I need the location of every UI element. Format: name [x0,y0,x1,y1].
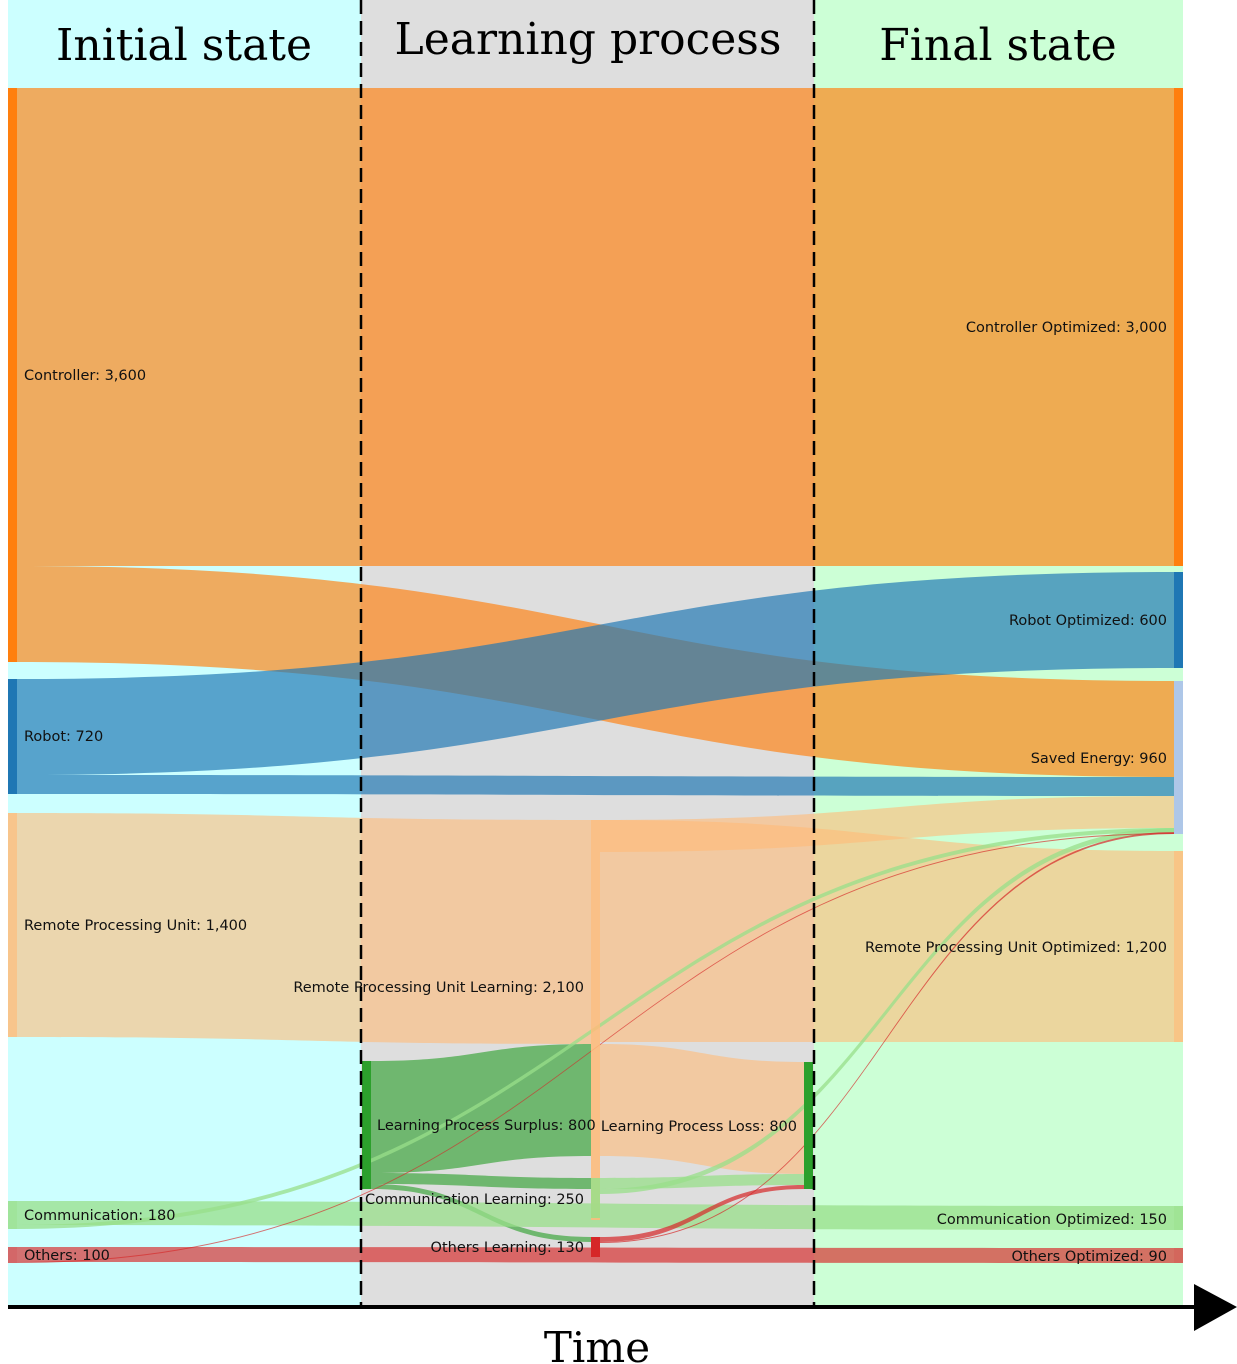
label-learning-process-surplus: Learning Process Surplus: 800 [377,1118,596,1134]
final-state-title: Final state [879,20,1116,71]
time-axis-label: Time [544,1323,650,1364]
node-remote-processing-unit [8,813,17,1037]
node-others-optimized [1174,1248,1183,1263]
node-robot-optimized [1174,572,1183,668]
node-communication-learning [591,1178,600,1218]
label-others: Others: 100 [24,1248,110,1264]
node-remote-processing-unit-optimized [1174,851,1183,1042]
link-surplus-to-communication-learning [371,1173,591,1189]
node-controller-optimized [1174,88,1183,566]
label-saved-energy: Saved Energy: 960 [1031,751,1167,767]
label-others-optimized: Others Optimized: 90 [1012,1249,1168,1265]
link-others-learning-to-loss [600,1185,804,1242]
node-saved-energy [1174,681,1183,834]
label-remote-processing-unit: Remote Processing Unit: 1,400 [24,918,247,934]
label-communication-learning: Communication Learning: 250 [365,1192,584,1208]
label-controller-optimized: Controller Optimized: 3,000 [966,320,1167,336]
label-controller: Controller: 3,600 [24,368,146,384]
label-remote-processing-unit-optimized: Remote Processing Unit Optimized: 1,200 [865,940,1167,956]
label-remote-processing-unit-learning: Remote Processing Unit Learning: 2,100 [293,980,584,996]
node-communication [8,1201,17,1229]
link-communication-learning-to-saved-energy [600,828,1174,1194]
node-remote-processing-unit-learning [591,820,600,1220]
label-others-learning: Others Learning: 130 [431,1240,584,1256]
label-communication: Communication: 180 [24,1208,175,1224]
node-labels: Controller: 3,600 Robot: 720 Remote Proc… [24,320,1167,1265]
link-surplus-to-remote-learning [371,1044,591,1173]
sankey-nodes [8,88,1183,1263]
link-robot-to-saved-energy [17,775,1174,796]
link-others-learning-to-saved-energy [600,832,1174,1243]
node-communication-optimized [1174,1206,1183,1230]
link-remote-learning-to-loss [600,1044,804,1174]
time-axis-arrowhead [1194,1284,1237,1331]
learning-process-title: Learning process [395,14,782,65]
node-others [8,1247,17,1263]
link-remote-to-remote-learning [17,813,591,1044]
node-others-learning [591,1237,600,1257]
label-learning-process-loss: Learning Process Loss: 800 [601,1119,797,1135]
label-robot-optimized: Robot Optimized: 600 [1009,613,1167,629]
link-controller-to-controller-optimized [17,88,1174,566]
node-learning-process-surplus [362,1061,371,1189]
label-communication-optimized: Communication Optimized: 150 [937,1212,1167,1228]
link-robot-to-robot-optimized [17,572,1174,775]
node-robot [8,679,17,794]
label-robot: Robot: 720 [24,729,103,745]
node-learning-process-loss [804,1062,813,1189]
link-remote-learning-to-saved-energy [600,796,1174,852]
node-controller [8,88,17,662]
initial-state-title: Initial state [56,20,312,71]
